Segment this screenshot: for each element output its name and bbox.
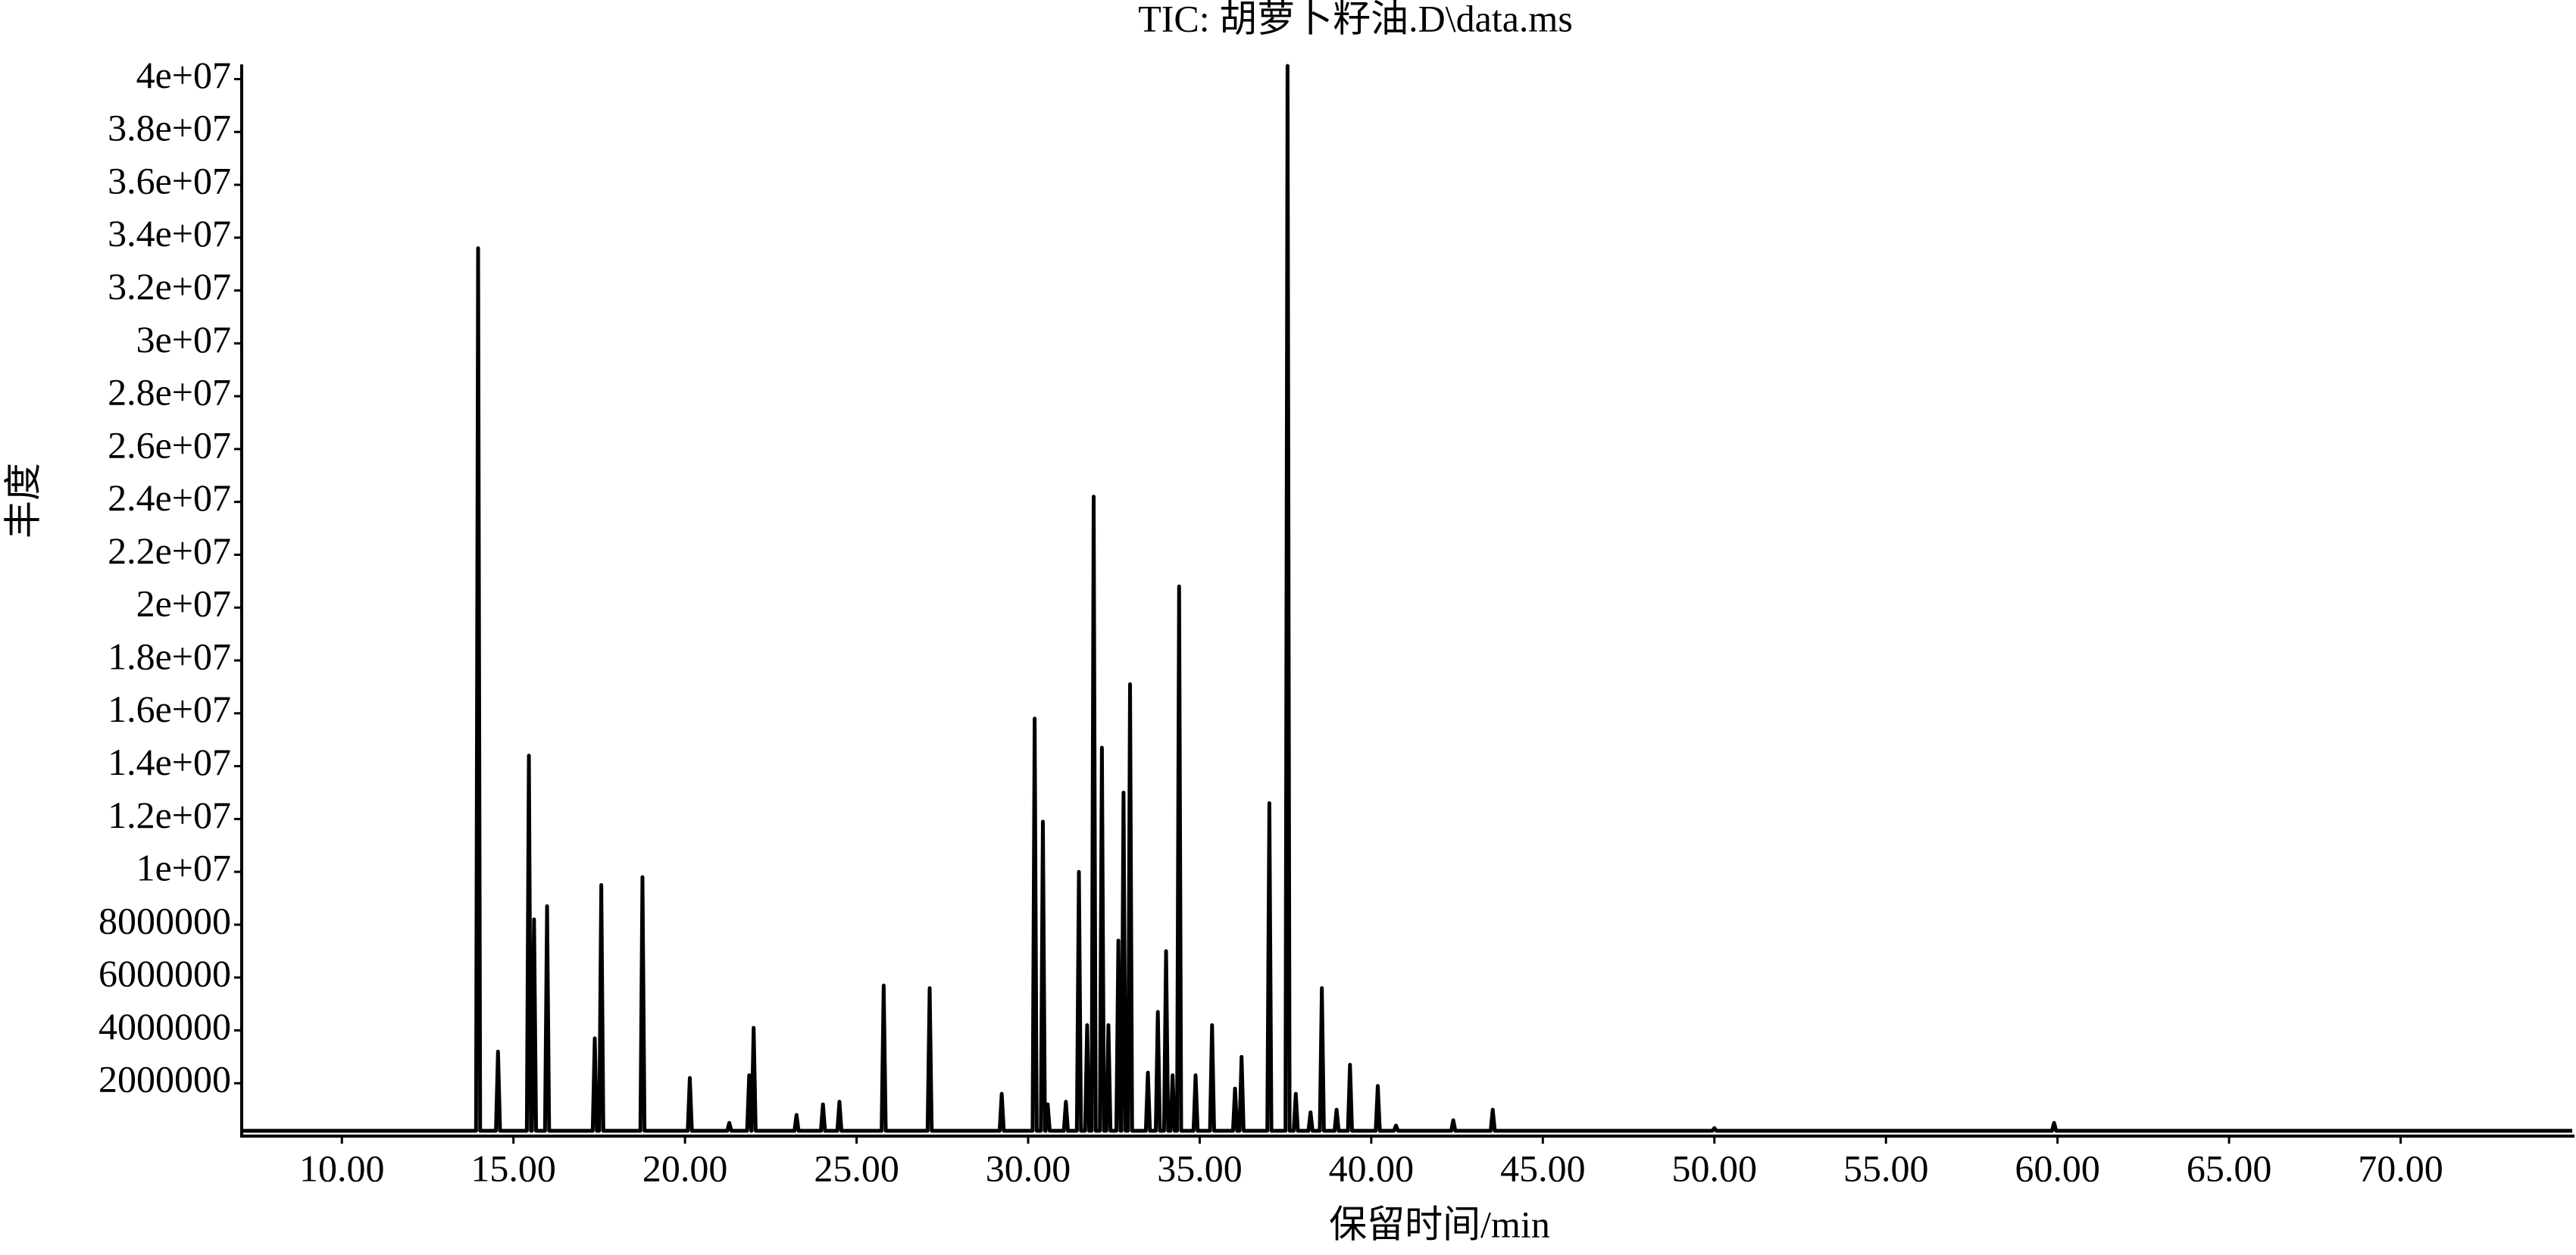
y-tick-label: 1.2e+07	[108, 794, 231, 836]
x-tick-label: 45.00	[1500, 1147, 1586, 1189]
y-tick-label: 2e+07	[136, 582, 231, 625]
x-tick-label: 40.00	[1329, 1147, 1415, 1189]
x-tick-label: 50.00	[1672, 1147, 1758, 1189]
y-axis-label: 丰度	[2, 463, 44, 539]
y-tick-label: 2.8e+07	[108, 371, 231, 414]
y-tick-label: 1.6e+07	[108, 688, 231, 730]
y-tick-label: 2.2e+07	[108, 529, 231, 572]
x-tick-label: 70.00	[2358, 1147, 2443, 1189]
x-tick-label: 10.00	[299, 1147, 385, 1189]
x-tick-label: 30.00	[986, 1147, 1071, 1189]
y-tick-label: 3.4e+07	[108, 212, 231, 254]
y-tick-label: 2.6e+07	[108, 423, 231, 466]
y-tick-label: 1.4e+07	[108, 741, 231, 783]
x-tick-label: 25.00	[814, 1147, 899, 1189]
y-tick-label: 8000000	[98, 899, 231, 941]
x-tick-label: 20.00	[642, 1147, 728, 1189]
chart-title: TIC: 胡萝卜籽油.D\data.ms	[1138, 0, 1573, 39]
tic-trace	[242, 64, 2572, 1133]
x-axis-label: 保留时间/min	[1329, 1203, 1550, 1245]
y-tick-label: 2.4e+07	[108, 476, 231, 519]
y-tick-label: 3.2e+07	[108, 265, 231, 308]
y-tick-label: 3.8e+07	[108, 107, 231, 149]
x-tick-label: 65.00	[2187, 1147, 2272, 1189]
x-tick-label: 35.00	[1157, 1147, 1243, 1189]
y-tick-label: 2000000	[98, 1058, 231, 1100]
y-tick-label: 3.6e+07	[108, 159, 231, 201]
x-tick-label: 55.00	[1843, 1147, 1929, 1189]
y-tick-label: 4000000	[98, 1005, 231, 1047]
y-tick-label: 6000000	[98, 952, 231, 994]
y-tick-label: 1.8e+07	[108, 635, 231, 677]
y-tick-label: 3e+07	[136, 318, 231, 361]
x-tick-label: 15.00	[470, 1147, 556, 1189]
x-tick-label: 60.00	[2015, 1147, 2100, 1189]
y-tick-label: 4e+07	[136, 54, 231, 96]
y-tick-label: 1e+07	[136, 847, 231, 889]
